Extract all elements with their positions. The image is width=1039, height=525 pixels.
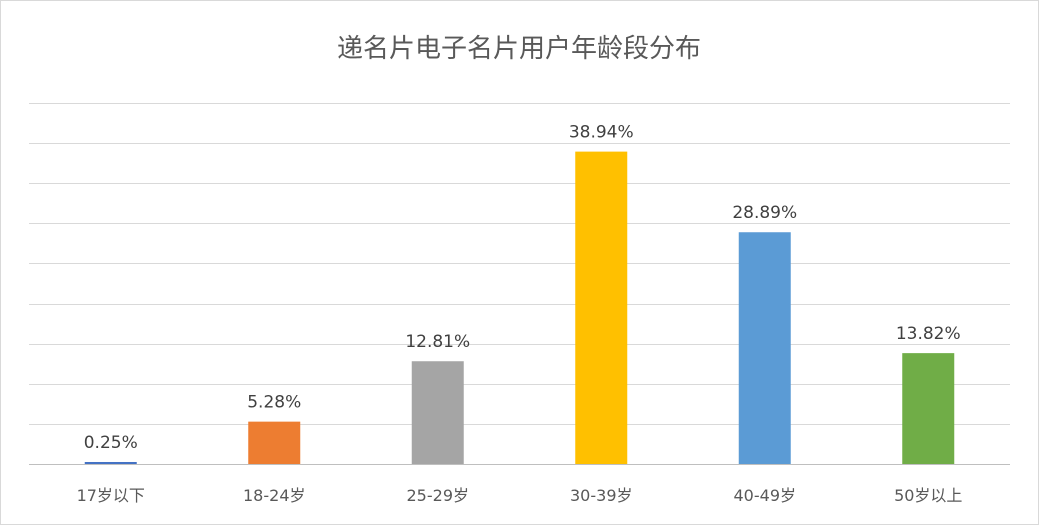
bar-6 [902,353,955,464]
category-label-3: 25-29岁 [407,486,470,505]
bar-5 [738,232,791,464]
category-label-5: 40-49岁 [734,486,797,505]
data-label-2: 5.28% [247,393,301,413]
category-label-6: 50岁以上 [894,486,962,505]
category-label-2: 18-24岁 [243,486,306,505]
data-label-6: 13.82% [896,324,961,344]
data-label-1: 0.25% [84,433,138,453]
bar-1 [84,461,137,464]
bar-4 [575,151,628,464]
data-label-3: 12.81% [405,332,470,352]
category-label-4: 30-39岁 [570,486,633,505]
data-label-4: 38.94% [569,123,634,143]
bar-2 [248,421,301,464]
data-labels: 0.25% 5.28% 12.81% 38.94% 28.89% 13.82% [84,123,961,453]
bar-3 [411,361,464,464]
category-labels: 17岁以下 18-24岁 25-29岁 30-39岁 40-49岁 50岁以上 [77,486,963,505]
category-label-1: 17岁以下 [77,486,145,505]
chart-title: 递名片电子名片用户年龄段分布 [337,34,701,64]
gridlines [29,103,1010,465]
data-label-5: 28.89% [732,203,797,223]
bars [84,151,955,464]
